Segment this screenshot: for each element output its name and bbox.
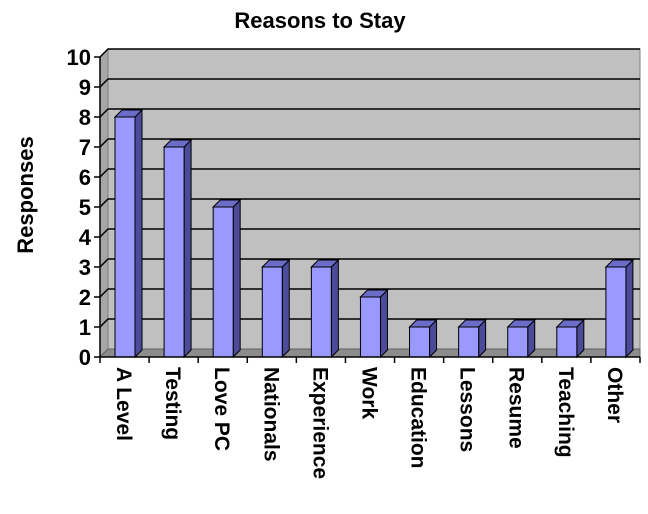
bar-side bbox=[626, 260, 633, 357]
x-tick-label: Testing bbox=[161, 367, 184, 440]
x-tick-label: Other bbox=[603, 367, 626, 423]
bar bbox=[606, 267, 626, 357]
x-tick-label: Nationals bbox=[259, 367, 282, 462]
bar bbox=[262, 267, 282, 357]
y-tick-label: 1 bbox=[79, 315, 91, 340]
bar bbox=[164, 147, 184, 357]
x-tick-label: Love PC bbox=[210, 367, 233, 451]
y-tick-label: 4 bbox=[79, 225, 92, 250]
x-tick-label: Lessons bbox=[456, 367, 479, 452]
y-tick-label: 0 bbox=[79, 345, 91, 370]
bar bbox=[508, 327, 528, 357]
y-tick-label: 8 bbox=[79, 105, 91, 130]
bar-side bbox=[233, 200, 240, 357]
y-tick-label: 7 bbox=[79, 135, 91, 160]
bar bbox=[410, 327, 430, 357]
bar bbox=[213, 207, 233, 357]
x-tick-label: Teaching bbox=[554, 367, 577, 458]
bar-side bbox=[184, 140, 191, 357]
y-tick-label: 10 bbox=[67, 45, 91, 70]
bar-side bbox=[331, 260, 338, 357]
y-tick-label: 9 bbox=[79, 75, 91, 100]
x-tick-label: Education bbox=[407, 367, 430, 469]
x-tick-label: A Level bbox=[112, 367, 135, 441]
y-tick-label: 5 bbox=[79, 195, 91, 220]
bar-side bbox=[135, 110, 142, 357]
y-tick-label: 3 bbox=[79, 255, 91, 280]
x-tick-label: Resume bbox=[505, 367, 528, 449]
bar bbox=[115, 117, 135, 357]
x-tick-label: Work bbox=[357, 367, 380, 419]
bar bbox=[311, 267, 331, 357]
bar bbox=[459, 327, 479, 357]
y-tick-label: 6 bbox=[79, 165, 91, 190]
bar bbox=[557, 327, 577, 357]
y-tick-label: 2 bbox=[79, 285, 91, 310]
bar-side bbox=[282, 260, 289, 357]
bar-side bbox=[380, 290, 387, 357]
bar bbox=[360, 297, 380, 357]
x-tick-label: Experience bbox=[308, 367, 331, 479]
